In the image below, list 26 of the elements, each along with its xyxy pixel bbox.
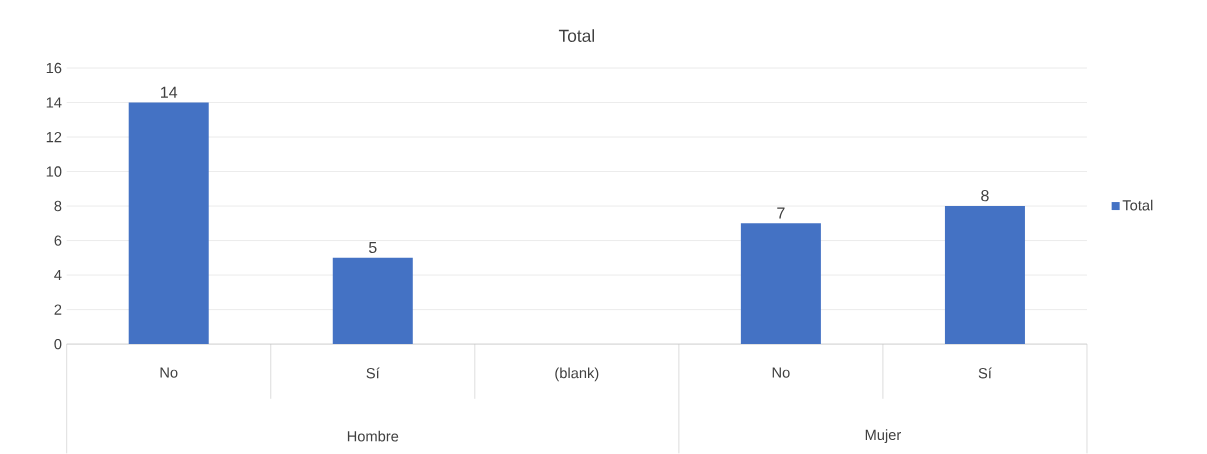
y-tick-label: 16 xyxy=(46,62,62,74)
data-label: 5 xyxy=(368,242,377,254)
bar xyxy=(332,257,413,345)
data-label: 7 xyxy=(777,207,785,219)
y-tick-label: 6 xyxy=(54,235,62,246)
y-tick-label: 8 xyxy=(54,201,62,212)
data-label: 8 xyxy=(981,190,989,202)
y-tick-label: 12 xyxy=(46,132,62,143)
data-label: 14 xyxy=(161,86,178,98)
bar xyxy=(944,206,1025,345)
x-tick-label: Sí xyxy=(978,367,992,379)
x-tick-label: No xyxy=(772,367,790,378)
y-tick-label: 0 xyxy=(54,339,62,350)
legend-label: Total xyxy=(1122,199,1153,211)
x-tick-label: Sí xyxy=(366,367,380,379)
y-tick-label: 4 xyxy=(54,270,62,281)
bar xyxy=(740,223,821,345)
y-tick-label: 2 xyxy=(54,304,62,315)
y-tick-label: 10 xyxy=(46,166,62,177)
x-tick-label: (blank) xyxy=(555,367,599,382)
y-tick-label: 14 xyxy=(46,97,62,108)
x-tick-label: No xyxy=(160,367,178,378)
bar xyxy=(128,102,209,345)
text: Mujer xyxy=(865,429,902,444)
chart-title: Total xyxy=(558,29,595,43)
text: Hombre xyxy=(347,430,399,442)
